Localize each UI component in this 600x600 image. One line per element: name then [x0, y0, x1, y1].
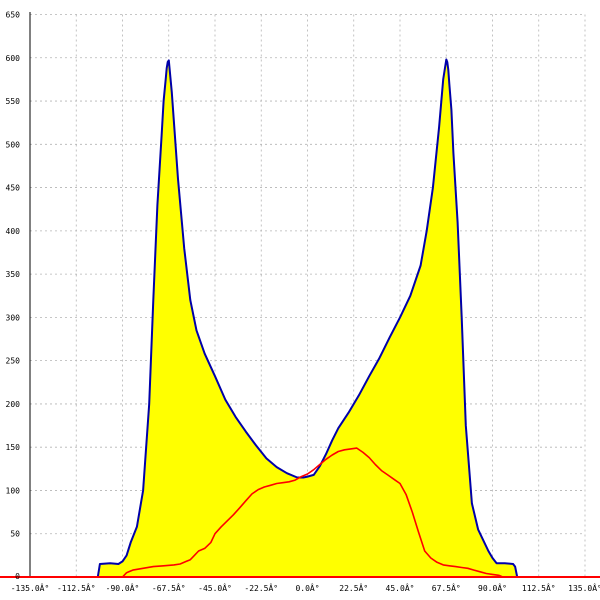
y-tick-label: 200 [6, 400, 21, 409]
axes [0, 12, 600, 578]
x-tick-label: 0.0Â° [295, 582, 319, 593]
y-tick-label: 600 [6, 54, 21, 63]
y-tick-label: 300 [6, 313, 21, 322]
x-tick-label: -22.5Â° [244, 582, 278, 593]
x-tick-label: -67.5Â° [152, 582, 186, 593]
y-tick-label: 550 [6, 97, 21, 106]
x-tick-label: 90.0Â° [478, 582, 507, 593]
y-tick-label: 100 [6, 486, 21, 495]
x-tick-label: 135.0Â° [568, 582, 600, 593]
x-tick-label: 67.5Â° [432, 582, 461, 593]
x-tick-label: 112.5Â° [522, 582, 556, 593]
red-series-line [121, 447, 504, 578]
tick-labels: -135.0Â° -112.5Â° -90.0Â° -67.5Â° -45.0Â° -22… [6, 11, 600, 594]
y-tick-label: 650 [6, 11, 21, 20]
x-tick-label: -90.0Â° [106, 582, 140, 593]
y-tick-label: 250 [6, 357, 21, 366]
x-tick-label: -135.0Â° [11, 582, 50, 593]
x-tick-label: -45.0Â° [198, 582, 232, 593]
y-tick-label: 50 [10, 530, 20, 539]
y-tick-label: 350 [6, 270, 21, 279]
x-tick-label: -112.5Â° [57, 582, 96, 593]
area-fill-layer [97, 59, 518, 577]
area-fill [97, 59, 518, 577]
y-tick-label: 450 [6, 184, 21, 193]
y-tick-label: 0 [15, 572, 20, 581]
series-lines [96, 58, 519, 578]
x-tick-label: 22.5Â° [339, 582, 368, 593]
y-tick-label: 500 [6, 140, 21, 149]
x-tick-label: 45.0Â° [386, 582, 415, 593]
blue-series-line [96, 58, 519, 578]
y-tick-label: 400 [6, 227, 21, 236]
y-tick-label: 150 [6, 443, 21, 452]
